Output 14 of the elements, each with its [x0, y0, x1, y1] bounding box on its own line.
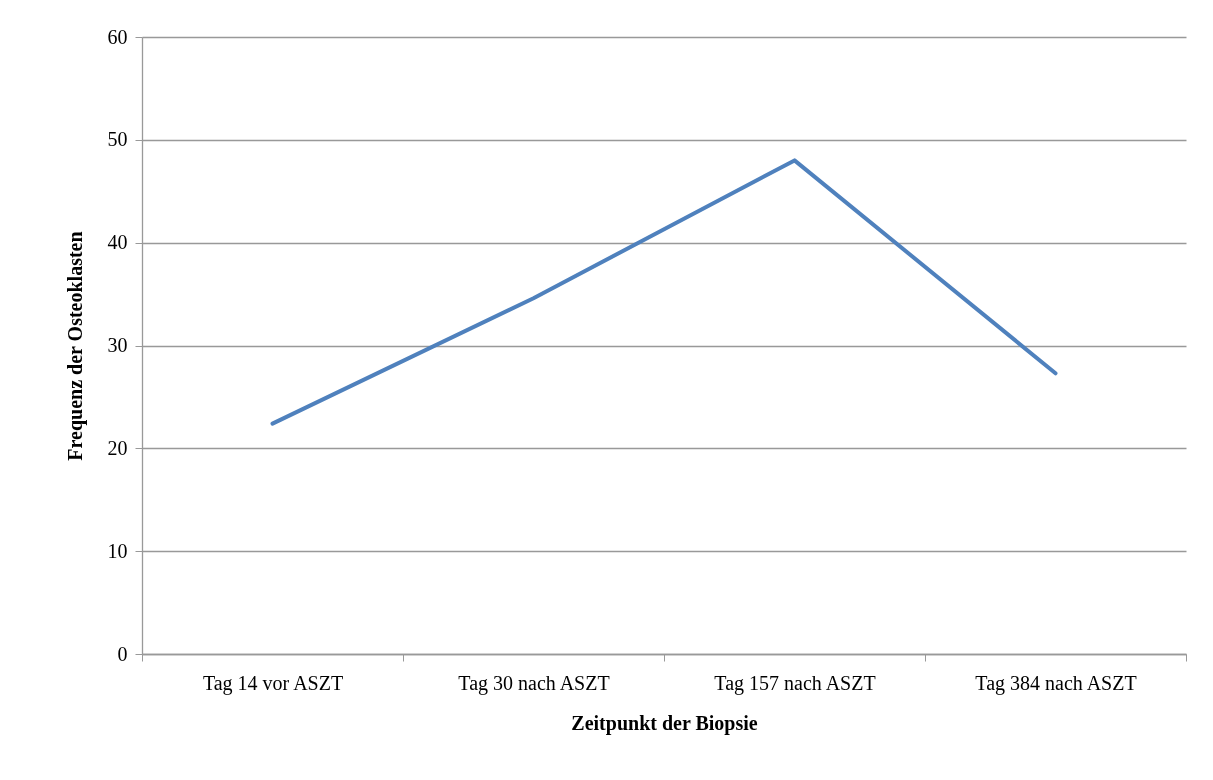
y-tick-label: 20 [107, 436, 128, 459]
x-tick-label: Tag 157 nach ASZT [714, 671, 876, 695]
y-tick-label: 40 [107, 231, 128, 254]
x-axis-title: Zeitpunkt der Biopsie [571, 711, 758, 735]
y-tick-label: 50 [107, 128, 128, 151]
x-tick-label: Tag 384 nach ASZT [975, 671, 1137, 695]
y-tick-label: 10 [107, 539, 128, 562]
x-tick-label: Tag 14 vor ASZT [202, 671, 344, 695]
y-tick-label: 60 [107, 25, 128, 48]
y-tick-label: 30 [107, 334, 128, 356]
x-tick-label: Tag 30 nach ASZT [458, 671, 610, 695]
y-axis-title: Frequenz der Osteoklasten [63, 231, 87, 461]
line-series [270, 158, 1058, 426]
y-tick-label: 0 [117, 642, 128, 665]
